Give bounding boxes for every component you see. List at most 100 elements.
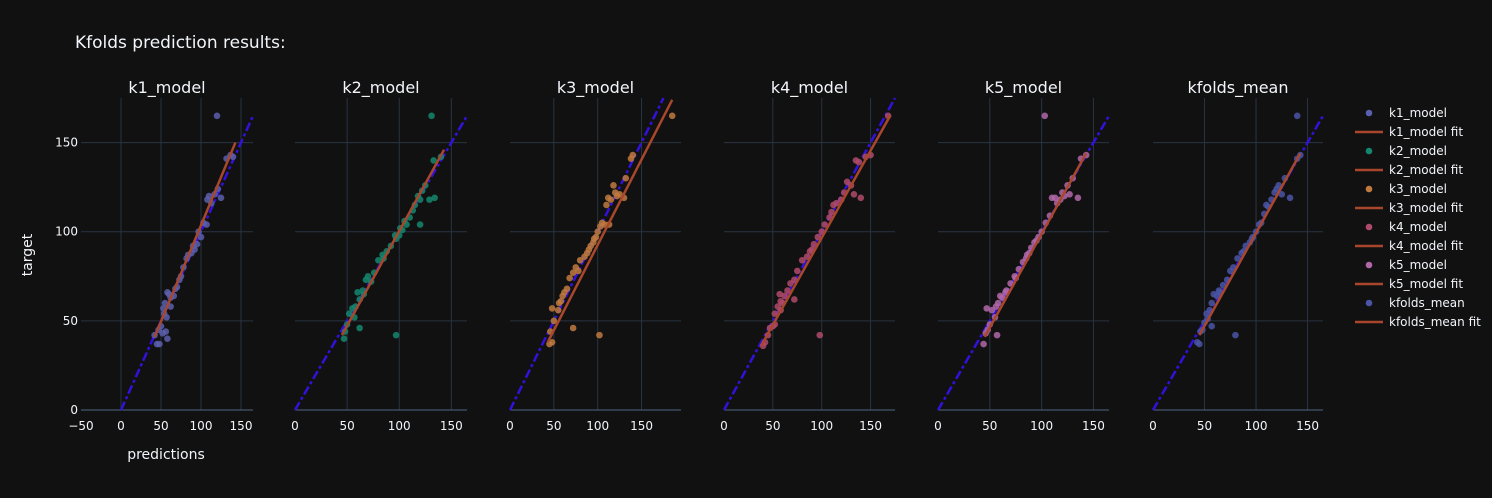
data-point [855,158,863,166]
fit-line [340,149,446,336]
data-point [776,290,783,298]
legend[interactable]: k1_model k1_model fit k2_model k2_model fit… [1355,106,1481,329]
data-point [610,182,617,189]
data-point [153,340,161,348]
data-point [798,256,806,264]
subplot-k4_model: k4_model 0 50 100 150 [720,78,897,433]
data-point [162,328,170,335]
x-tick-label: 50 [153,419,168,433]
x-tick-label: 100 [810,419,833,433]
data-point [354,289,361,296]
x-tick-label: 50 [339,419,354,433]
data-point [349,305,356,312]
data-point [1203,310,1210,318]
data-point [1219,281,1227,289]
legend-item[interactable]: k1_model fit [1355,125,1463,139]
data-point [575,267,582,275]
data-point [810,240,818,248]
data-point [1278,190,1286,198]
data-point [569,324,577,332]
x-tick-label: 50 [1197,419,1212,433]
x-tick-label: 150 [230,419,253,433]
subplot-k1_model: k1_model −50 0 50 100 150 0 50 100 150 [55,78,255,433]
subplot-title: k2_model [342,78,419,98]
data-point [213,112,221,120]
fit-line [983,152,1088,338]
x-tick-label: 150 [1082,419,1105,433]
data-point [850,190,858,198]
legend-label: kfolds_mean fit [1389,315,1481,329]
subplot-k3_model: k3_model 0 50 100 150 [506,78,681,433]
data-point [548,305,556,312]
legend-label: k5_model fit [1389,277,1463,291]
legend-item[interactable]: k3_model [1365,182,1447,196]
legend-item[interactable]: k2_model [1365,144,1447,158]
identity-line [722,97,897,411]
chart-title: Kfolds prediction results: [75,33,286,53]
x-tick-label: 100 [190,419,213,433]
data-point [1226,267,1234,275]
data-point [830,201,837,209]
data-point [1293,112,1301,120]
x-tick-label: 0 [934,419,942,433]
subplot-k5_model: k5_model 0 50 100 150 [934,78,1111,433]
x-tick-label: 0 [506,419,514,433]
data-point [550,317,558,325]
data-point [431,194,438,202]
data-point [203,221,210,228]
data-point [428,112,435,120]
data-point [604,194,612,202]
data-point [993,331,1001,339]
legend-item[interactable]: k3_model fit [1355,201,1463,215]
x-axis-label: predictions [127,447,205,463]
data-point [821,221,828,228]
x-tick-label: 50 [765,419,780,433]
legend-item[interactable]: kfolds_mean [1365,296,1465,310]
data-point [988,306,996,314]
subplot-title: kfolds_mean [1188,78,1289,98]
data-point [548,338,556,346]
data-point [569,269,577,277]
data-point [597,223,604,230]
y-tick-label: 100 [55,225,78,239]
data-point [787,280,794,287]
data-point [771,310,779,318]
data-point [197,233,205,241]
data-point [996,292,1004,300]
legend-marker [1365,261,1373,269]
subplot-title: k5_model [985,78,1062,98]
fit-line [153,142,237,338]
data-point [622,174,630,182]
legend-label: k2_model fit [1389,163,1463,177]
data-point [828,208,835,216]
subplot-k2_model: k2_model 0 50 100 150 [291,78,469,433]
data-point [164,335,171,342]
data-point [559,292,566,300]
legend-label: k2_model [1389,144,1447,158]
data-point [566,274,573,282]
data-point [164,289,171,296]
legend-marker [1365,185,1373,193]
legend-item[interactable]: k2_model fit [1355,163,1463,177]
data-point [1234,255,1241,262]
legend-item[interactable]: k4_model fit [1355,239,1463,253]
legend-item[interactable]: k1_model [1365,106,1447,120]
legend-marker [1365,109,1373,117]
legend-item[interactable]: k5_model fit [1355,277,1463,291]
data-point [362,276,370,284]
data-point [983,305,991,312]
legend-item[interactable]: k4_model [1365,220,1447,234]
legend-label: k4_model fit [1389,239,1463,253]
legend-item[interactable]: k5_model [1365,258,1447,272]
y-tick-label: 0 [70,403,78,417]
subplot-title: k4_model [771,78,848,98]
legend-label: k1_model [1389,106,1447,120]
data-point [416,221,424,228]
legend-item[interactable]: kfolds_mean fit [1355,315,1481,329]
x-tick-label: −50 [68,419,93,433]
data-point [392,331,400,339]
data-point [576,256,584,264]
x-tick-label: 150 [440,419,463,433]
data-point [430,157,437,164]
